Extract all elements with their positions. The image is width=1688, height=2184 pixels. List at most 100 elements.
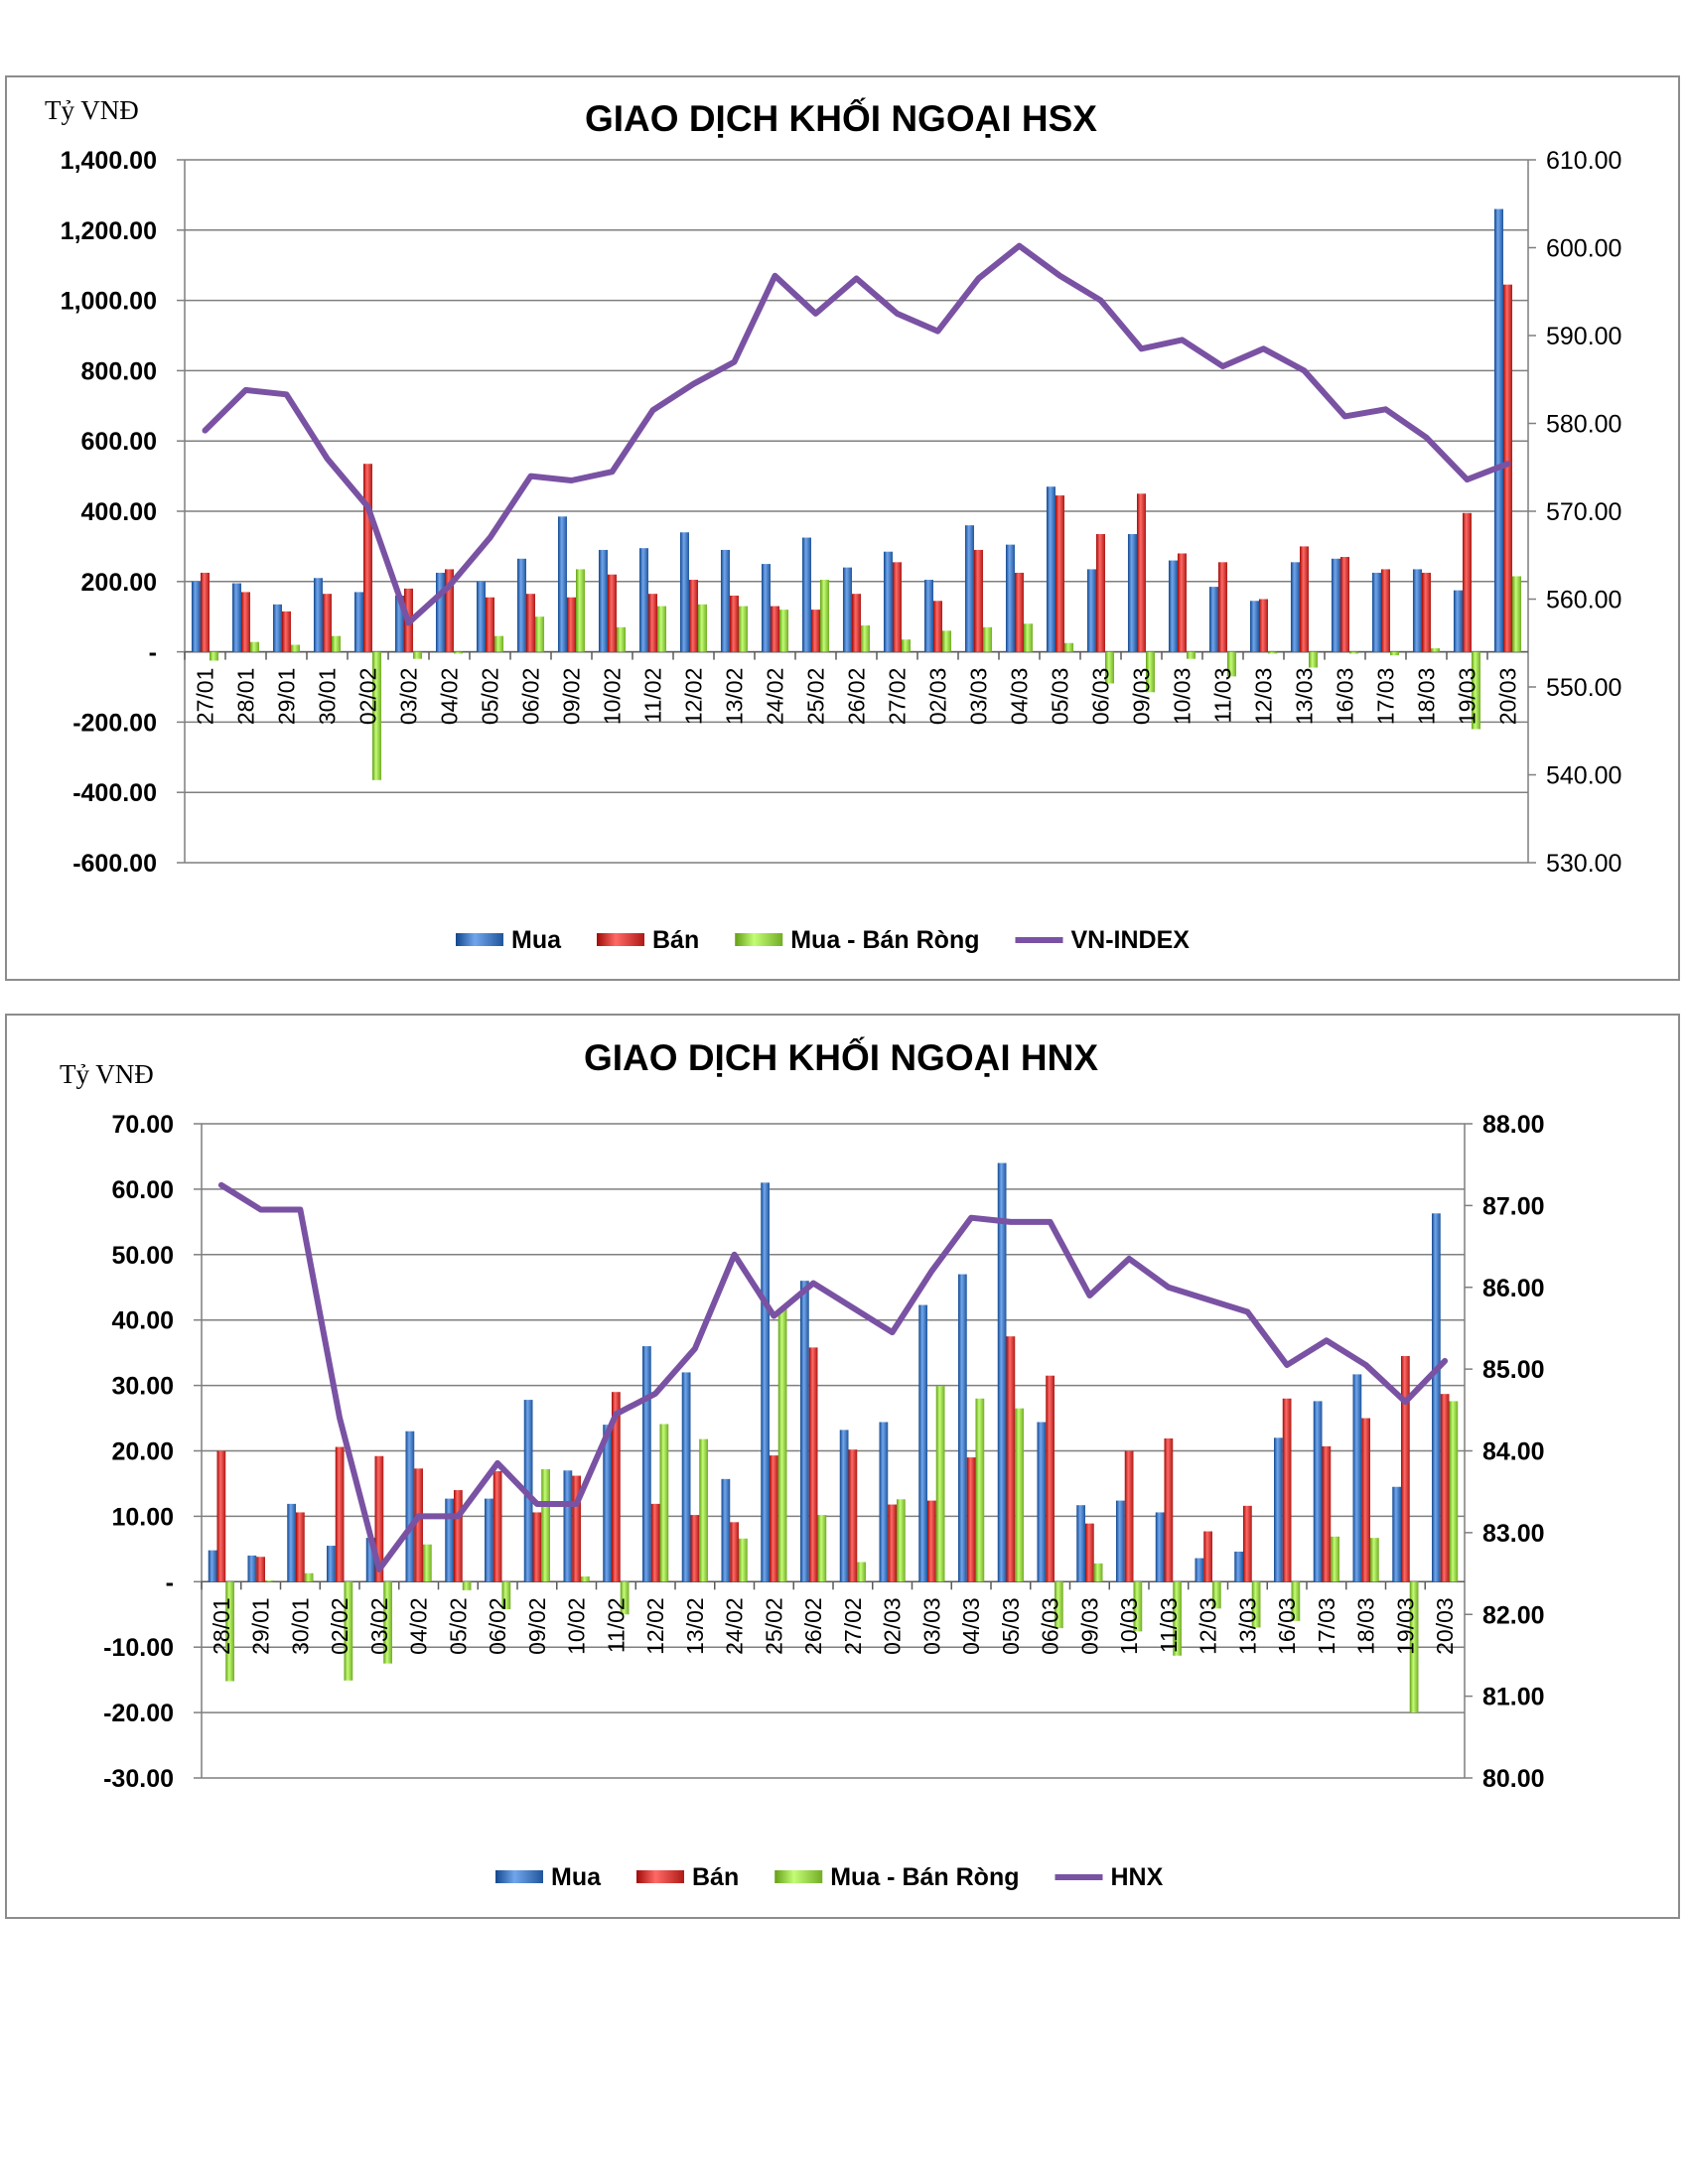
legend-label: VN-INDEX <box>1071 926 1191 954</box>
legend-swatch <box>735 933 783 946</box>
bar-Mua - Bán Ròng <box>896 1499 906 1582</box>
bar-Mua <box>720 549 730 652</box>
x-tick-label: 30/01 <box>287 1597 313 1655</box>
bar-Bán <box>335 1446 345 1582</box>
y2-tick-label: 550.00 <box>1546 674 1621 702</box>
bar-Mua - Bán Ròng <box>1064 642 1074 652</box>
bar-Bán <box>414 1468 423 1582</box>
x-tick-label: 12/03 <box>1196 1597 1221 1655</box>
y2-tick-label: 84.00 <box>1482 1438 1545 1466</box>
legend-item: HNX <box>1055 1863 1164 1891</box>
y-tick-label: 200.00 <box>81 569 157 597</box>
y2-tick-label: 590.00 <box>1546 323 1621 350</box>
x-tick-label: 24/02 <box>763 668 788 726</box>
x-tick-label: 18/03 <box>1353 1597 1379 1655</box>
bar-Mua <box>1274 1437 1283 1582</box>
legend-label: Mua - Bán Ròng <box>830 1863 1019 1891</box>
legend-label: HNX <box>1111 1863 1164 1891</box>
bar-Mua - Bán Ròng <box>820 580 830 652</box>
bar-Mua <box>761 564 771 652</box>
y-tick-label: 50.00 <box>111 1242 174 1270</box>
bar-Bán <box>566 597 577 652</box>
bar-Mua <box>247 1555 257 1582</box>
bar-Bán <box>1046 1375 1055 1582</box>
x-tick-label: 27/01 <box>193 668 218 726</box>
bar-Bán <box>612 1392 621 1582</box>
bar-Mua - Bán Ròng <box>1449 1401 1459 1582</box>
y2-tick-label: 610.00 <box>1546 147 1621 175</box>
bar-Mua - Bán Ròng <box>1390 651 1400 656</box>
bar-Mua - Bán Ròng <box>777 1308 787 1582</box>
y2-tick-label: 580.00 <box>1546 411 1621 439</box>
bar-Bán <box>444 569 455 652</box>
bar-Bán <box>647 594 658 652</box>
x-tick-label: 02/03 <box>880 1597 906 1655</box>
bar-Mua - Bán Ròng <box>291 644 301 652</box>
bar-Mua <box>208 1550 217 1582</box>
bar-Bán <box>525 594 536 652</box>
y-tick-label: 10.00 <box>111 1503 174 1531</box>
x-tick-label: 03/03 <box>966 668 992 726</box>
bar-Bán <box>888 1504 897 1582</box>
x-tick-label: 30/01 <box>315 668 341 726</box>
y-tick-label: -600.00 <box>72 850 157 878</box>
bar-Bán <box>1136 493 1147 652</box>
bar-Bán <box>932 601 943 652</box>
bar-Mua - Bán Ròng <box>1369 1538 1379 1582</box>
bar-Mua <box>1046 486 1055 652</box>
bar-Mua - Bán Ròng <box>659 1424 669 1582</box>
bar-Mua <box>964 525 974 652</box>
bar-Mua - Bán Ròng <box>1349 651 1359 654</box>
legend-swatch <box>636 1870 684 1883</box>
bar-Mua <box>1392 1486 1402 1582</box>
bar-Mua <box>476 581 486 652</box>
y-tick-label: 400.00 <box>81 498 157 526</box>
bar-Mua <box>598 549 608 652</box>
y-tick-label: -400.00 <box>72 779 157 807</box>
bar-Mua <box>1313 1401 1323 1582</box>
bar-Bán <box>240 592 251 652</box>
bar-Mua - Bán Ròng <box>861 625 871 652</box>
bar-Mua - Bán Ròng <box>1173 1581 1182 1656</box>
x-tick-label: 11/03 <box>1156 1597 1182 1653</box>
bar-Mua - Bán Ròng <box>857 1562 866 1582</box>
bar-Bán <box>1085 1523 1094 1582</box>
bar-Bán <box>1095 534 1106 652</box>
bar-Mua <box>287 1503 297 1582</box>
x-tick-label: 11/02 <box>603 1597 629 1653</box>
bar-Mua - Bán Ròng <box>344 1581 353 1681</box>
bar-Mua - Bán Ròng <box>902 639 912 652</box>
bar-Bán <box>1217 562 1228 652</box>
x-tick-label: 28/01 <box>233 668 259 726</box>
bar-Mua <box>842 567 852 652</box>
bar-Mua - Bán Ròng <box>620 1581 630 1615</box>
legend-item: Mua - Bán Ròng <box>774 1863 1020 1891</box>
bar-Bán <box>810 610 821 652</box>
bar-Mua <box>918 1304 928 1582</box>
x-tick-label: 02/02 <box>355 668 381 726</box>
bar-Bán <box>1006 1336 1016 1582</box>
bar-Mua - Bán Ròng <box>1015 1408 1024 1582</box>
bar-Mua <box>313 578 323 652</box>
bar-Mua <box>1155 1512 1165 1582</box>
x-tick-label: 06/02 <box>518 668 544 726</box>
y2-tick-label: 540.00 <box>1546 762 1621 790</box>
bar-Bán <box>454 1490 463 1582</box>
x-tick-label: 06/02 <box>485 1597 510 1655</box>
bar-Mua - Bán Ròng <box>738 1538 748 1582</box>
bar-Mua <box>394 595 404 652</box>
y2-tick-label: 600.00 <box>1546 235 1621 263</box>
legend-swatch <box>597 933 644 946</box>
bar-Mua <box>1086 569 1096 652</box>
bar-Bán <box>1258 599 1269 652</box>
bar-Mua <box>353 592 363 652</box>
bar-Mua - Bán Ròng <box>1472 651 1481 730</box>
bar-Bán <box>730 1522 739 1582</box>
bar-Bán <box>1243 1505 1252 1582</box>
unit-label: Tỷ VNĐ <box>60 1059 154 1089</box>
bar-Mua - Bán Ròng <box>1431 648 1441 652</box>
bar-Bán <box>1502 284 1513 652</box>
bar-Mua - Bán Ròng <box>501 1581 511 1609</box>
bar-Mua - Bán Ròng <box>1331 1536 1339 1582</box>
